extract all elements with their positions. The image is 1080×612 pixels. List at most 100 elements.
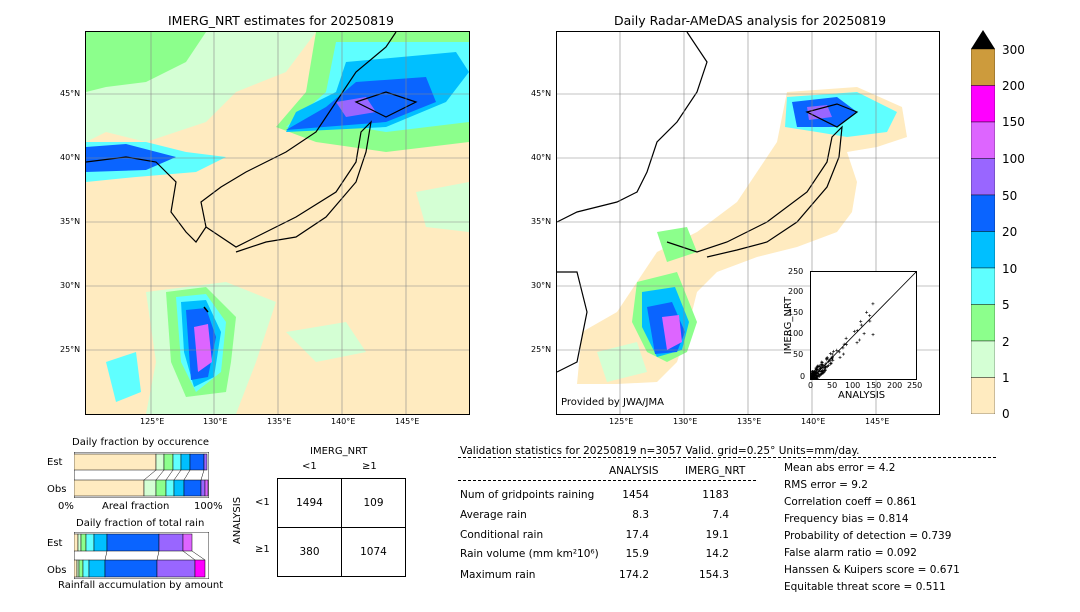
score-line: Equitable threat score = 0.511 <box>784 581 946 593</box>
colorbar-label-50: 50 <box>1002 189 1018 203</box>
scatter-point <box>844 336 848 340</box>
scatter-point <box>813 375 817 379</box>
colorbar-label-300: 300 <box>1002 43 1025 57</box>
contingency-col-lt1: <1 <box>302 461 317 472</box>
contingency-cell: 380 <box>277 527 342 577</box>
occurrence-x-left: 0% <box>58 501 74 512</box>
scatter-point <box>810 376 814 380</box>
scatter-point <box>820 360 824 364</box>
total-rain-title: Daily fraction of total rain <box>76 518 205 529</box>
left-ytick-1: 40°N <box>60 153 81 162</box>
scatter-point <box>819 363 823 367</box>
left-ytick-2: 35°N <box>60 217 81 226</box>
colorbar-label-5: 5 <box>1002 298 1010 312</box>
right-ytick-4: 25°N <box>531 345 552 354</box>
scatter-ytick-250: 250 <box>788 267 804 276</box>
colorbar-cell <box>970 48 996 86</box>
left-xtick-4: 145°E <box>395 417 420 426</box>
scatter-point <box>868 319 872 323</box>
scatter-point <box>823 369 827 373</box>
scatter-point <box>829 362 833 366</box>
colorbar-cell <box>970 267 996 305</box>
right-xtick-3: 140°E <box>801 417 826 426</box>
scatter-xtick-0: 0 <box>808 381 814 390</box>
left-xtick-0: 125°E <box>140 417 165 426</box>
colorbar-label-2: 2 <box>1002 335 1010 349</box>
colorbar-cell <box>970 304 996 342</box>
validation-table-divider <box>458 480 756 481</box>
total-rain-row-obs: Obs <box>47 565 67 576</box>
colorbar-cell <box>970 158 996 196</box>
right-ytick-2: 35°N <box>531 217 552 226</box>
contingency-table: 1494 109 380 1074 <box>277 478 406 577</box>
contingency-cell: 1074 <box>341 527 406 577</box>
right-xtick-4: 145°E <box>865 417 890 426</box>
scatter-point <box>812 372 816 376</box>
validation-row-label: Rain volume (mm km²10⁶) <box>460 548 599 560</box>
occurrence-chart <box>73 451 210 499</box>
scatter-point <box>824 364 828 368</box>
colorbar-label-20: 20 <box>1002 225 1018 239</box>
scatter-point <box>842 352 846 356</box>
scatter-point <box>819 372 823 376</box>
scatter-point <box>811 370 815 374</box>
scatter-point <box>817 374 821 378</box>
scatter-point <box>868 314 872 318</box>
validation-col-imerg: IMERG_NRT <box>685 465 746 477</box>
scatter-point <box>855 329 859 333</box>
validation-row-label: Average rain <box>460 509 527 521</box>
left-xtick-2: 135°E <box>267 417 292 426</box>
colorbar-cell <box>970 340 996 378</box>
right-ytick-1: 40°N <box>531 153 552 162</box>
colorbar-label-0: 0 <box>1002 407 1010 421</box>
total-rain-row-est: Est <box>47 538 63 549</box>
scatter-plot <box>809 271 917 381</box>
scatter-ytick-150: 150 <box>788 308 804 317</box>
total-rain-xlabel: Rainfall accumulation by amount <box>58 580 224 591</box>
left-ytick-3: 30°N <box>60 281 81 290</box>
score-line: RMS error = 9.2 <box>784 479 868 491</box>
scatter-point <box>859 319 863 323</box>
scatter-point <box>809 374 813 378</box>
colorbar-cell <box>970 85 996 123</box>
score-line: False alarm ratio = 0.092 <box>784 547 917 559</box>
scatter-ytick-50: 50 <box>793 350 804 359</box>
scatter-ylabel: IMERG_NRT <box>783 296 795 355</box>
score-line: Mean abs error = 4.2 <box>784 462 896 474</box>
provider-note: Provided by JWA/JMA <box>561 397 664 408</box>
left-xtick-1: 130°E <box>203 417 228 426</box>
scatter-point <box>816 371 820 375</box>
scatter-point <box>832 349 836 353</box>
scatter-xtick-200: 200 <box>887 381 903 390</box>
validation-row-label: Maximum rain <box>460 569 536 581</box>
colorbar <box>970 30 996 415</box>
contingency-col-ge1: ≥1 <box>362 461 377 472</box>
scatter-point <box>821 368 825 372</box>
total-rain-chart <box>73 531 210 580</box>
scatter-point <box>821 371 825 375</box>
colorbar-label-10: 10 <box>1002 262 1018 276</box>
scatter-point <box>855 341 859 345</box>
validation-row-imerg: 14.2 <box>705 548 729 560</box>
scatter-ytick-0: 0 <box>800 372 806 381</box>
scatter-point <box>871 333 875 337</box>
colorbar-label-100: 100 <box>1002 152 1025 166</box>
score-line: Hanssen & Kuipers score = 0.671 <box>784 564 960 576</box>
validation-row-analysis: 15.9 <box>625 548 649 560</box>
occurrence-title: Daily fraction by occurence <box>72 437 210 448</box>
scatter-point <box>815 368 819 372</box>
scatter-point <box>838 355 842 359</box>
scatter-point <box>830 352 834 356</box>
score-line: Probability of detection = 0.739 <box>784 530 952 542</box>
colorbar-label-200: 200 <box>1002 79 1025 93</box>
validation-header: Validation statistics for 20250819 n=305… <box>460 445 860 457</box>
left-ytick-4: 25°N <box>60 345 81 354</box>
score-line: Frequency bias = 0.814 <box>784 513 909 525</box>
scatter-point <box>827 360 831 364</box>
scatter-point <box>825 356 829 360</box>
scatter-point <box>828 359 832 363</box>
contingency-title: IMERG_NRT <box>310 446 368 457</box>
validation-col-analysis: ANALYSIS <box>609 465 659 477</box>
score-line: Correlation coeff = 0.861 <box>784 496 917 508</box>
validation-row-analysis: 174.2 <box>618 569 649 581</box>
